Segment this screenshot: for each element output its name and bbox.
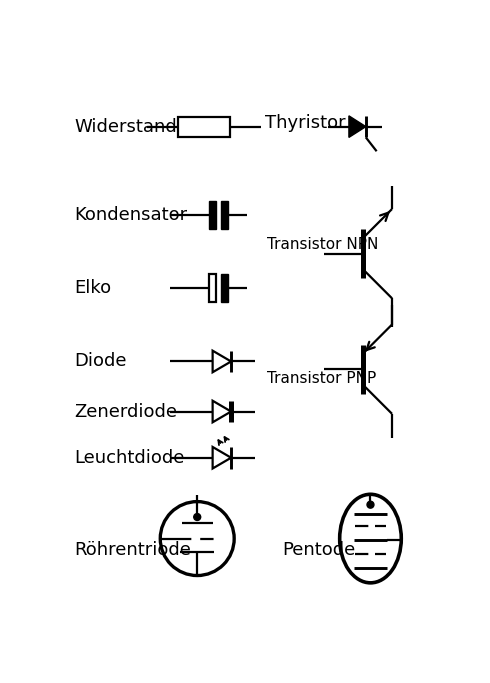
Bar — [209, 201, 216, 229]
Polygon shape — [349, 116, 366, 137]
Text: Elko: Elko — [74, 279, 111, 297]
Bar — [221, 275, 228, 302]
Text: Pentode: Pentode — [282, 541, 355, 559]
Bar — [209, 275, 216, 302]
Text: Kondensator: Kondensator — [74, 206, 187, 224]
Circle shape — [194, 514, 201, 520]
Bar — [221, 201, 228, 229]
Text: Diode: Diode — [74, 352, 126, 370]
Text: Widerstand: Widerstand — [74, 117, 177, 136]
Text: Zenerdiode: Zenerdiode — [74, 402, 177, 421]
Bar — [178, 117, 230, 137]
Text: Transistor NPN: Transistor NPN — [267, 237, 378, 252]
Text: Thyristor: Thyristor — [265, 114, 345, 132]
Circle shape — [367, 501, 374, 508]
Text: Röhrentriode: Röhrentriode — [74, 541, 191, 559]
Text: Transistor PNP: Transistor PNP — [267, 371, 376, 386]
Text: Leuchtdiode: Leuchtdiode — [74, 449, 184, 466]
